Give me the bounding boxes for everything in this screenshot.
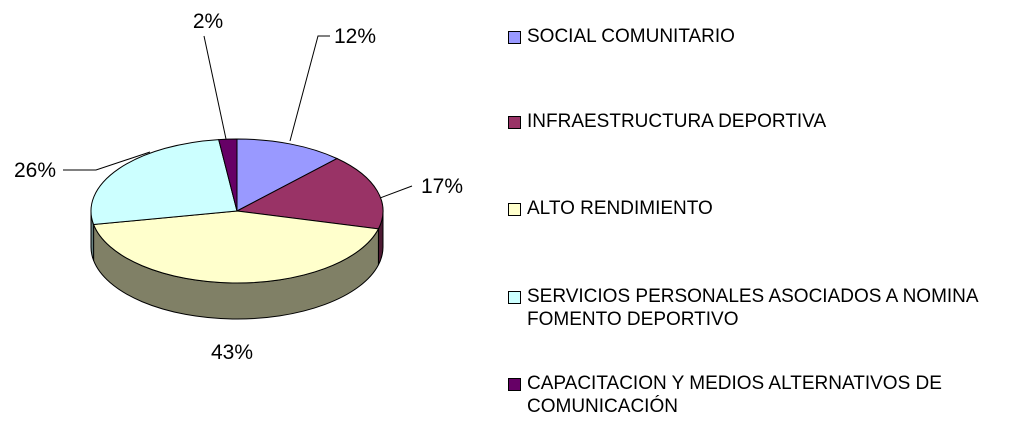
data-label: 26% <box>14 159 56 182</box>
slice <box>92 210 380 284</box>
legend-label: CAPACITACION Y MEDIOS ALTERNATIVOS DE CO… <box>527 373 942 417</box>
leader-line <box>289 35 330 142</box>
leader-line <box>203 35 227 140</box>
legend-swatch <box>508 203 521 216</box>
data-label: 2% <box>193 10 223 33</box>
slice <box>235 157 384 230</box>
slice <box>90 139 238 226</box>
legend-label: SOCIAL COMUNITARIO <box>527 26 735 47</box>
legend-swatch <box>508 116 521 129</box>
legend-label: ALTO RENDIMIENTO <box>527 198 713 219</box>
legend-swatch <box>508 291 521 304</box>
legend-item: SOCIAL COMUNITARIO <box>508 25 1008 48</box>
legend-swatch <box>508 378 521 391</box>
slice <box>218 138 238 212</box>
legend-swatch <box>508 31 521 44</box>
legend-item: SERVICIOS PERSONALES ASOCIADOS A NOMINA … <box>508 285 1008 331</box>
slice <box>236 138 339 212</box>
legend-item: ALTO RENDIMIENTO <box>508 197 1008 220</box>
legend-label: INFRAESTRUCTURA DEPORTIVA <box>527 111 827 132</box>
data-label: 43% <box>211 341 253 364</box>
legend-item: CAPACITACION Y MEDIOS ALTERNATIVOS DE CO… <box>508 372 1008 418</box>
leader-line <box>63 151 151 171</box>
leader-line <box>379 185 413 199</box>
data-label: 17% <box>421 175 463 198</box>
legend-label: SERVICIOS PERSONALES ASOCIADOS A NOMINA … <box>527 286 978 330</box>
legend-item: INFRAESTRUCTURA DEPORTIVA <box>508 110 1008 133</box>
data-label: 12% <box>334 25 376 48</box>
legend: SOCIAL COMUNITARIO INFRAESTRUCTURA DEPORT… <box>508 0 1013 424</box>
